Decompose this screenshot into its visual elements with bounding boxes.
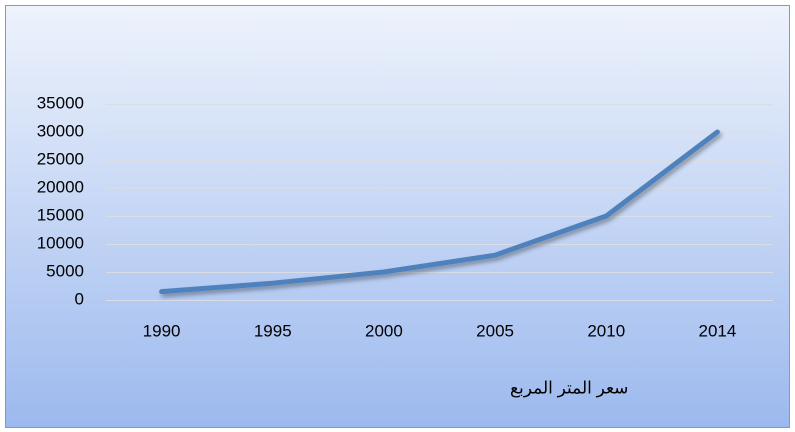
- x-tick-label: 2014: [699, 321, 737, 340]
- y-tick-label: 5000: [46, 261, 84, 280]
- y-tick-label: 20000: [37, 177, 84, 196]
- x-tick-label: 2005: [476, 321, 514, 340]
- y-tick-label: 35000: [37, 93, 84, 112]
- y-tick-label: 25000: [37, 149, 84, 168]
- x-tick-label: 2000: [365, 321, 403, 340]
- y-tick-label: 15000: [37, 205, 84, 224]
- x-tick-label: 1990: [143, 321, 181, 340]
- data-line: [159, 129, 720, 295]
- legend-label: سعر المتر المربع: [510, 378, 628, 398]
- y-tick-label: 30000: [37, 121, 84, 140]
- y-tick-label: 0: [75, 289, 84, 308]
- x-tick-label: 2010: [587, 321, 625, 340]
- y-tick-label: 10000: [37, 233, 84, 252]
- x-tick-label: 1995: [254, 321, 292, 340]
